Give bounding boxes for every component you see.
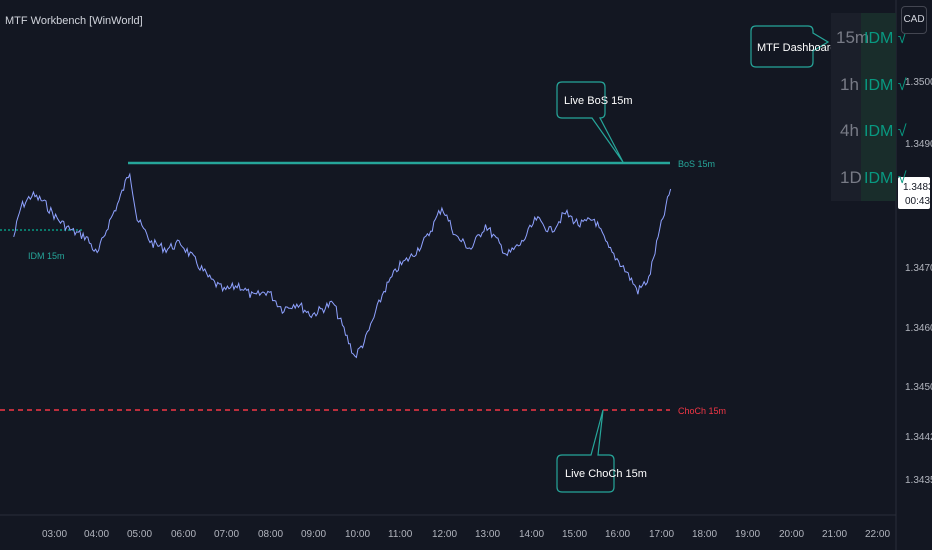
dashboard-tf-label: 4h xyxy=(840,121,859,140)
time-tick: 22:00 xyxy=(865,529,890,540)
dashboard-tf-label: 1D xyxy=(840,168,862,187)
mtf-dashboard-text: MTF Dashboard xyxy=(757,42,836,54)
time-tick: 20:00 xyxy=(779,529,804,540)
time-tick: 06:00 xyxy=(171,529,196,540)
bos-level-label: BoS 15m xyxy=(678,159,715,169)
time-tick: 09:00 xyxy=(301,529,326,540)
time-tick: 17:00 xyxy=(649,529,674,540)
last-price-tag: 1.34831 00:43 xyxy=(898,177,932,209)
price-series-line xyxy=(13,172,672,359)
dashboard-status: IDM √ xyxy=(864,123,907,140)
indicator-title: MTF Workbench [WinWorld] xyxy=(5,15,143,27)
currency-button[interactable]: CAD xyxy=(901,6,927,34)
mtf-dashboard-callout[interactable]: MTF Dashboard xyxy=(750,25,836,68)
time-tick: 07:00 xyxy=(214,529,239,540)
dashboard-row-15m: 15m IDM √ xyxy=(836,28,907,47)
dashboard-tf-label: 1h xyxy=(840,75,859,94)
choch-level-label: ChoCh 15m xyxy=(678,406,726,416)
live-choch-callout[interactable]: Live ChoCh 15m xyxy=(556,409,647,493)
live-bos-callout[interactable]: Live BoS 15m xyxy=(556,81,632,163)
time-tick: 14:00 xyxy=(519,529,544,540)
time-tick: 16:00 xyxy=(605,529,630,540)
dashboard-row-1d: 1D IDM √ xyxy=(840,168,907,187)
time-tick: 10:00 xyxy=(345,529,370,540)
dashboard-status: IDM √ xyxy=(864,170,907,187)
time-tick: 13:00 xyxy=(475,529,500,540)
dashboard-row-4h: 4h IDM √ xyxy=(840,121,907,140)
last-price-value: 1.34831 xyxy=(903,182,932,193)
price-tick: 1.34500 xyxy=(905,382,932,393)
price-tick: 1.34350 xyxy=(905,475,932,486)
time-tick: 15:00 xyxy=(562,529,587,540)
time-axis[interactable]: 03:00 04:00 05:00 06:00 07:00 08:00 09:0… xyxy=(42,529,890,540)
dashboard-status: IDM √ xyxy=(864,77,907,94)
live-bos-text: Live BoS 15m xyxy=(564,95,632,107)
dashboard-row-1h: 1h IDM √ xyxy=(840,75,907,94)
time-tick: 19:00 xyxy=(735,529,760,540)
dashboard-tf-label: 15m xyxy=(836,28,869,47)
time-tick: 03:00 xyxy=(42,529,67,540)
time-tick: 08:00 xyxy=(258,529,283,540)
mtf-dashboard-table: 15m IDM √ 1h IDM √ 4h IDM √ 1D IDM √ xyxy=(831,13,907,201)
time-tick: 11:00 xyxy=(388,529,413,540)
bar-countdown: 00:43 xyxy=(905,196,930,207)
time-tick: 18:00 xyxy=(692,529,717,540)
time-tick: 21:00 xyxy=(822,529,847,540)
time-tick: 05:00 xyxy=(127,529,152,540)
price-tick: 1.34700 xyxy=(905,263,932,274)
live-choch-text: Live ChoCh 15m xyxy=(565,468,647,480)
idm-level-label: IDM 15m xyxy=(28,251,65,261)
time-tick: 12:00 xyxy=(432,529,457,540)
price-tick: 1.34900 xyxy=(905,139,932,150)
price-tick: 1.34600 xyxy=(905,323,932,334)
time-tick: 04:00 xyxy=(84,529,109,540)
price-axis[interactable]: 1.35000 1.34900 1.34700 1.34600 1.34500 … xyxy=(905,77,932,486)
price-tick: 1.34420 xyxy=(905,432,932,443)
price-tick: 1.35000 xyxy=(905,77,932,88)
dashboard-status: IDM √ xyxy=(864,30,907,47)
